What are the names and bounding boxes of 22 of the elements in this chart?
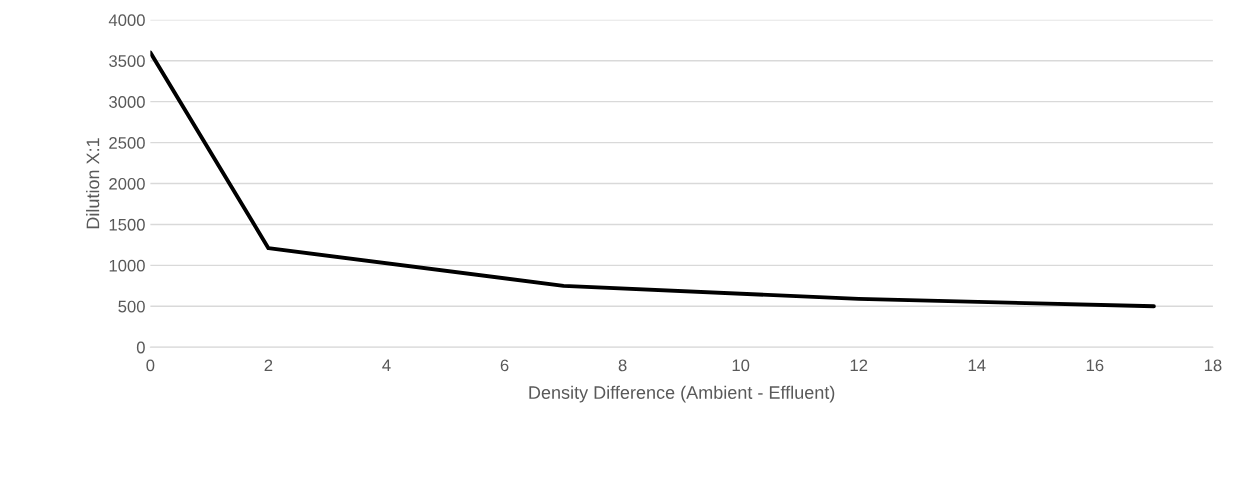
y-tick-label: 3500	[109, 55, 145, 67]
y-tick-label: 0	[136, 341, 145, 354]
y-tick-label: 1000	[109, 259, 145, 272]
x-tick-label: 6	[500, 359, 509, 372]
x-tick-label: 18	[1204, 359, 1222, 372]
x-tick-label: 0	[146, 359, 155, 372]
y-axis-title: Dilution X:1	[86, 138, 100, 229]
x-tick-label: 4	[382, 359, 391, 372]
x-tick-label: 2	[264, 359, 273, 372]
x-tick-label: 8	[618, 359, 627, 372]
y-tick-label: 1500	[109, 218, 145, 231]
y-tick-label: 500	[118, 300, 145, 313]
y-tick-label: 4000	[108, 14, 145, 27]
line-series	[150, 50, 1156, 309]
x-axis-title: Density Difference (Ambient - Effluent)	[529, 385, 835, 403]
y-tick-label: 2000	[109, 177, 145, 190]
y-tick-label: 3000	[109, 96, 145, 108]
x-tick-label: 10	[732, 359, 750, 372]
x-tick-label: 14	[968, 359, 986, 372]
x-tick-label: 16	[1086, 359, 1104, 372]
x-tick-label: 12	[850, 359, 868, 372]
y-tick-label: 2500	[109, 137, 145, 149]
